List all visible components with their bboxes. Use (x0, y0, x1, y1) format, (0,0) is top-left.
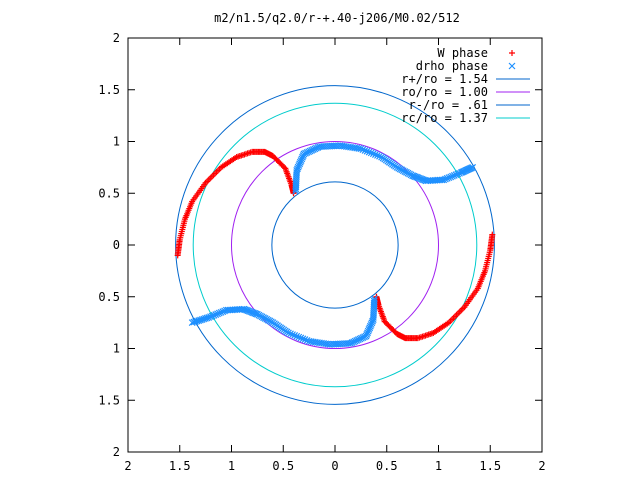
data-point (365, 148, 373, 156)
x-tick-label: 2 (538, 459, 545, 473)
data-point (369, 150, 377, 158)
data-point (214, 310, 221, 318)
legend-marker (508, 62, 516, 70)
reference-circles (175, 85, 495, 405)
data-point (303, 337, 311, 344)
y-tick-label: 2 (113, 31, 120, 45)
reference-circle-3 (192, 102, 478, 388)
legend-label: r-/ro = .61 (409, 98, 488, 112)
data-point (374, 151, 381, 159)
data-point (287, 330, 294, 338)
data-point (367, 149, 375, 157)
data-point (442, 175, 449, 183)
data-point (210, 311, 218, 319)
data-point (307, 338, 315, 345)
data-point (452, 171, 460, 179)
data-point (469, 163, 477, 171)
data-point (447, 173, 455, 181)
reference-circle-2 (271, 181, 399, 309)
data-point (293, 332, 301, 340)
y-tick-label: 1.5 (98, 393, 120, 407)
x-tick-label: 1 (435, 459, 442, 473)
data-point (450, 172, 458, 179)
data-point (291, 332, 299, 339)
data-point (371, 151, 379, 158)
series-layer (174, 142, 496, 348)
reference-circle-0 (175, 85, 495, 405)
y-tick-label: 1 (113, 135, 120, 149)
data-point (376, 152, 383, 160)
x-tick-label: 0.5 (376, 459, 398, 473)
y-tick-label: 1 (113, 342, 120, 356)
x-tick-label: 1.5 (479, 459, 501, 473)
data-point (221, 307, 228, 315)
data-point (208, 312, 216, 320)
data-point (222, 306, 230, 314)
data-point (449, 172, 456, 180)
data-point (301, 336, 309, 344)
axis-ticks: 2 1.5 1 0.5 0 0.5 1 1.5 221.510.500.511.52 (98, 31, 545, 473)
x-tick-label: 1.5 (169, 459, 191, 473)
data-point (454, 170, 462, 178)
data-point (445, 174, 453, 182)
data-point (188, 319, 196, 327)
data-point (215, 309, 223, 317)
legend-marker (509, 50, 515, 56)
y-tick-label: 0.5 (98, 186, 120, 200)
x-tick-label: 2 (124, 459, 131, 473)
x-tick-label: 0 (331, 459, 338, 473)
y-tick-label: 1.5 (98, 83, 120, 97)
legend-label: ro/ro = 1.00 (401, 85, 488, 99)
legend-label: r+/ro = 1.54 (401, 72, 488, 86)
data-point (305, 337, 313, 345)
y-tick-label: 2 (113, 445, 120, 459)
data-point (297, 334, 305, 342)
data-point (440, 176, 448, 184)
chart-title: m2/n1.5/q2.0/r-+.40-j206/M0.02/512 (214, 11, 460, 25)
data-point (361, 146, 369, 154)
legend-label: W phase (437, 46, 488, 60)
series-1 (188, 142, 477, 348)
data-point (443, 174, 451, 182)
y-tick-label: 0.5 (98, 290, 120, 304)
data-point (219, 308, 227, 316)
data-point (299, 335, 307, 343)
y-tick-label: 0 (113, 238, 120, 252)
data-point (295, 333, 303, 341)
legend-label: rc/ro = 1.37 (401, 111, 488, 125)
data-point (217, 308, 225, 316)
legend-label: drho phase (416, 59, 488, 73)
data-point (363, 147, 371, 155)
data-point (357, 145, 365, 153)
data-point (190, 318, 198, 326)
data-point (289, 331, 296, 339)
data-point (355, 145, 363, 152)
series-0 (174, 148, 496, 342)
x-tick-label: 1 (228, 459, 235, 473)
x-tick-label: 0.5 (272, 459, 294, 473)
reference-circle-1 (231, 141, 439, 349)
data-point (359, 146, 367, 153)
data-point (212, 311, 220, 318)
